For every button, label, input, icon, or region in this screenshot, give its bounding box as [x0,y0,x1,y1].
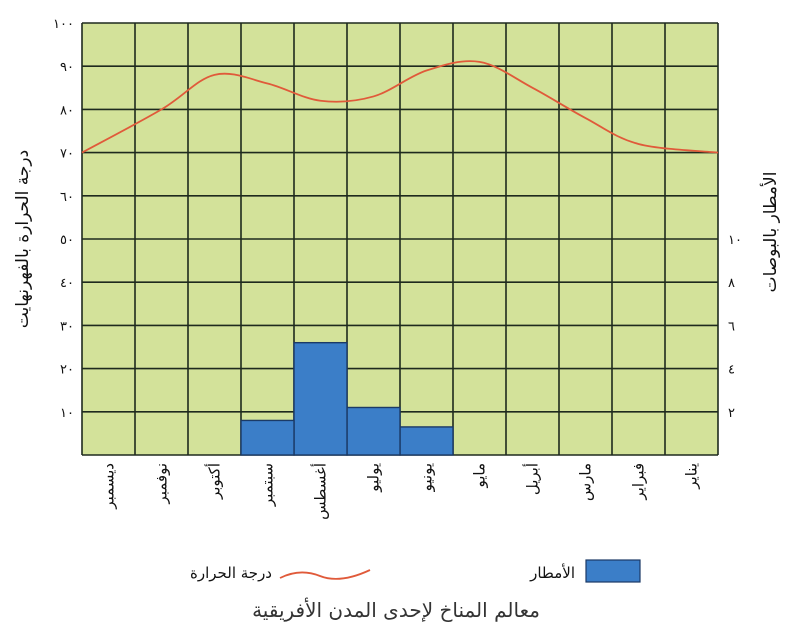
legend-rain-label: الأمطار [529,563,575,582]
month-label: يناير [683,463,701,490]
month-label: سبتمبر [259,463,277,507]
month-label: نوفمبر [153,463,171,505]
right-tick-label: ٦ [728,319,735,334]
month-label: ديسمبر [100,463,118,510]
rain-bar [399,426,454,456]
month-label: أغسطس [311,463,330,520]
right-tick-label: ٨ [728,276,735,291]
left-axis-ticks: ١٠٠ ٩٠ ٨٠ ٧٠ ٦٠ ٥٠ ٤٠ ٣٠ ٢٠ ١٠ [53,17,74,421]
left-tick-label: ٧٠ [60,147,74,162]
chart-caption: معالم المناخ لإحدى المدن الأفريقية [252,598,540,622]
legend-temperature-swatch [279,569,371,580]
left-tick-label: ٩٠ [60,60,74,75]
left-tick-label: ٥٠ [60,233,74,248]
left-tick-label: ٦٠ [60,190,74,205]
temperature-line [81,60,719,154]
left-tick-label: ٤٠ [60,276,74,291]
month-label: يوليو [365,463,383,493]
month-labels: يناير فبراير مارس أبريل مايو يونيو يوليو أغسطس س… [100,463,701,520]
legend-rain-swatch [585,559,641,583]
left-tick-label: ١٠٠ [53,17,74,32]
rain-bars [240,341,454,456]
rain-bar [240,419,295,456]
left-tick-label: ٨٠ [60,103,74,118]
month-label: أبريل [523,463,542,495]
month-label: يونيو [418,463,436,492]
month-label: مارس [577,463,595,501]
rain-bar [346,406,401,456]
right-tick-label: ١٠ [728,233,742,248]
month-label: أكتوبر [205,463,224,500]
right-tick-label: ٢ [728,406,735,421]
legend-temperature-label: درجة الحرارة [190,564,272,582]
left-tick-label: ٣٠ [60,319,74,334]
month-label: مايو [471,463,489,489]
left-axis-title: درجة الحرارة بالفهرنهايت [13,150,33,328]
left-tick-label: ٢٠ [60,363,74,378]
month-label: فبراير [630,463,648,501]
left-tick-label: ١٠ [60,406,74,421]
right-axis-title: الأمطار بالبوصات [760,172,781,293]
right-axis-ticks: ١٠ ٨ ٦ ٤ ٢ [728,233,742,421]
rain-bar [293,341,348,456]
right-tick-label: ٤ [728,363,735,378]
